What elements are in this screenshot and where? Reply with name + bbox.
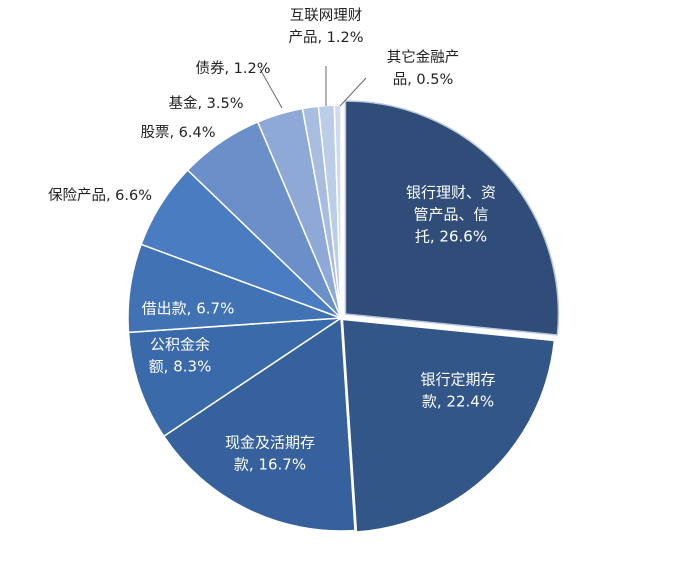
pie-slice-3 [163,317,356,532]
slice-label-line: 股票, 6.4% [140,125,215,141]
pie-slice-4 [127,317,342,437]
labels-layer: 银行理财、资管产品、信托, 26.6%银行定期存款, 22.4%现金及活期存款,… [48,7,496,474]
slice-label-line: 银行理财、资 [406,184,496,202]
slice-label-line: 债券, 1.2% [195,60,270,77]
slice-label-line: 保险产品, 6.6% [48,187,152,204]
slice-label-line: 额, 8.3% [149,358,212,376]
slice-label-1: 银行理财、资管产品、信托, 26.6% [406,184,496,246]
slice-label-line: 管产品、信 [413,206,488,224]
slice-label-4: 公积金余额, 8.3% [149,336,212,376]
slice-label-2: 银行定期存款, 22.4% [420,371,495,411]
slice-label-11: 其它金融产品, 0.5% [387,48,460,88]
slice-label-6: 保险产品, 6.6% [48,187,152,204]
slice-label-3: 现金及活期存款, 16.7% [225,434,315,474]
slices-layer [127,100,560,533]
slice-label-line: 产品, 1.2% [288,29,363,46]
leader-line-9 [259,68,283,109]
leader-line-11 [339,77,367,107]
slice-label-8: 基金, 3.5% [168,95,243,112]
slice-label-5: 借出款, 6.7% [142,300,235,318]
slice-label-line: 借出款, 6.7% [142,300,235,318]
slice-label-line: 互联网理财 [290,7,363,24]
slice-label-line: 银行定期存 [420,371,495,389]
slice-label-line: 基金, 3.5% [168,95,243,112]
slice-label-line: 托, 26.6% [415,228,487,246]
slice-label-line: 其它金融产 [387,48,460,66]
leader-lines [259,66,367,109]
slice-label-10: 互联网理财产品, 1.2% [288,7,363,46]
slice-label-line: 公积金余 [150,336,210,354]
slice-label-7: 股票, 6.4% [140,125,215,141]
slice-label-line: 品, 0.5% [393,71,454,88]
slice-label-line: 现金及活期存 [225,434,315,452]
slice-label-9: 债券, 1.2% [195,60,270,77]
slice-label-line: 款, 16.7% [234,456,306,474]
pie-slice-1 [344,100,560,336]
slice-label-line: 款, 22.4% [422,393,494,411]
pie-slice-2 [341,318,556,533]
